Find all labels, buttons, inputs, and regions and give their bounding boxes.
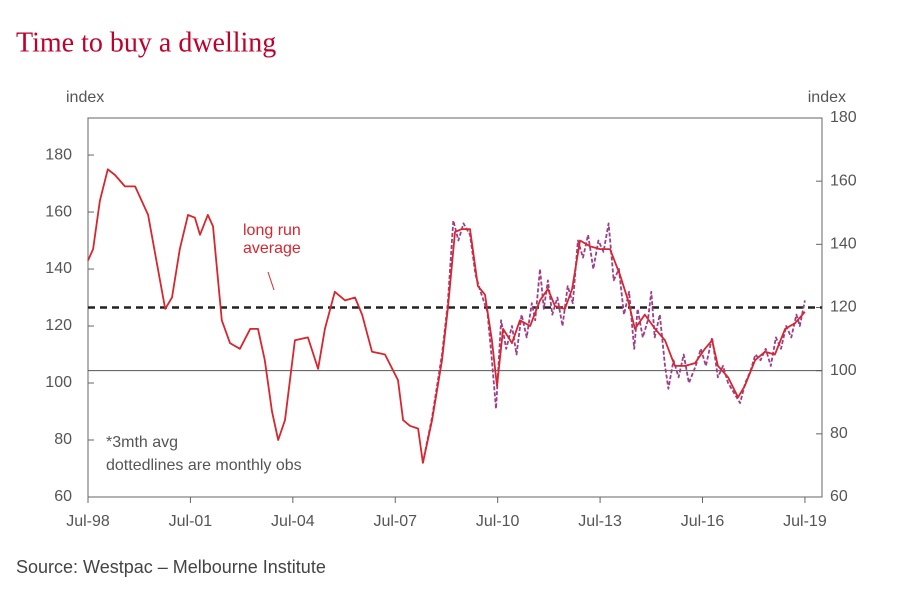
y2-tick-label: 160: [830, 172, 857, 189]
y-tick-label: 140: [45, 260, 72, 277]
annotation-pointer: [267, 271, 275, 291]
y-tick-label: 160: [45, 203, 72, 220]
x-tick-label: Jul-07: [373, 513, 417, 530]
x-tick-label: Jul-10: [476, 513, 520, 530]
y-tick-label: 120: [45, 317, 72, 334]
y-axis-label: index: [66, 89, 104, 106]
y2-tick-label: 80: [830, 425, 848, 442]
x-tick-label: Jul-16: [681, 513, 725, 530]
x-tick-label: Jul-19: [783, 513, 827, 530]
series-line: [87, 168, 806, 464]
x-tick-label: Jul-04: [271, 513, 315, 530]
y2-tick-label: 120: [830, 299, 857, 316]
y2-tick-label: 180: [830, 109, 857, 126]
y-tick-label: 60: [54, 488, 72, 505]
y2-tick-label: 60: [830, 488, 848, 505]
x-tick-label: Jul-13: [578, 513, 622, 530]
source: Source: Westpac – Melbourne Institute: [16, 557, 326, 577]
annotation: *3mth avg: [106, 434, 178, 451]
chart-title: Time to buy a dwelling: [16, 27, 276, 58]
y-tick-label: 100: [45, 374, 72, 391]
x-tick-label: Jul-98: [66, 513, 110, 530]
y2-axis-label: index: [808, 89, 846, 106]
annotation: long run: [243, 222, 301, 239]
x-tick-label: Jul-01: [169, 513, 213, 530]
y2-tick-label: 100: [830, 362, 857, 379]
annotation: average: [243, 240, 301, 257]
y-tick-label: 80: [54, 431, 72, 448]
y2-tick-label: 140: [830, 236, 857, 253]
y-tick-label: 180: [45, 146, 72, 163]
annotation: dottedlines are monthly obs: [106, 457, 302, 474]
